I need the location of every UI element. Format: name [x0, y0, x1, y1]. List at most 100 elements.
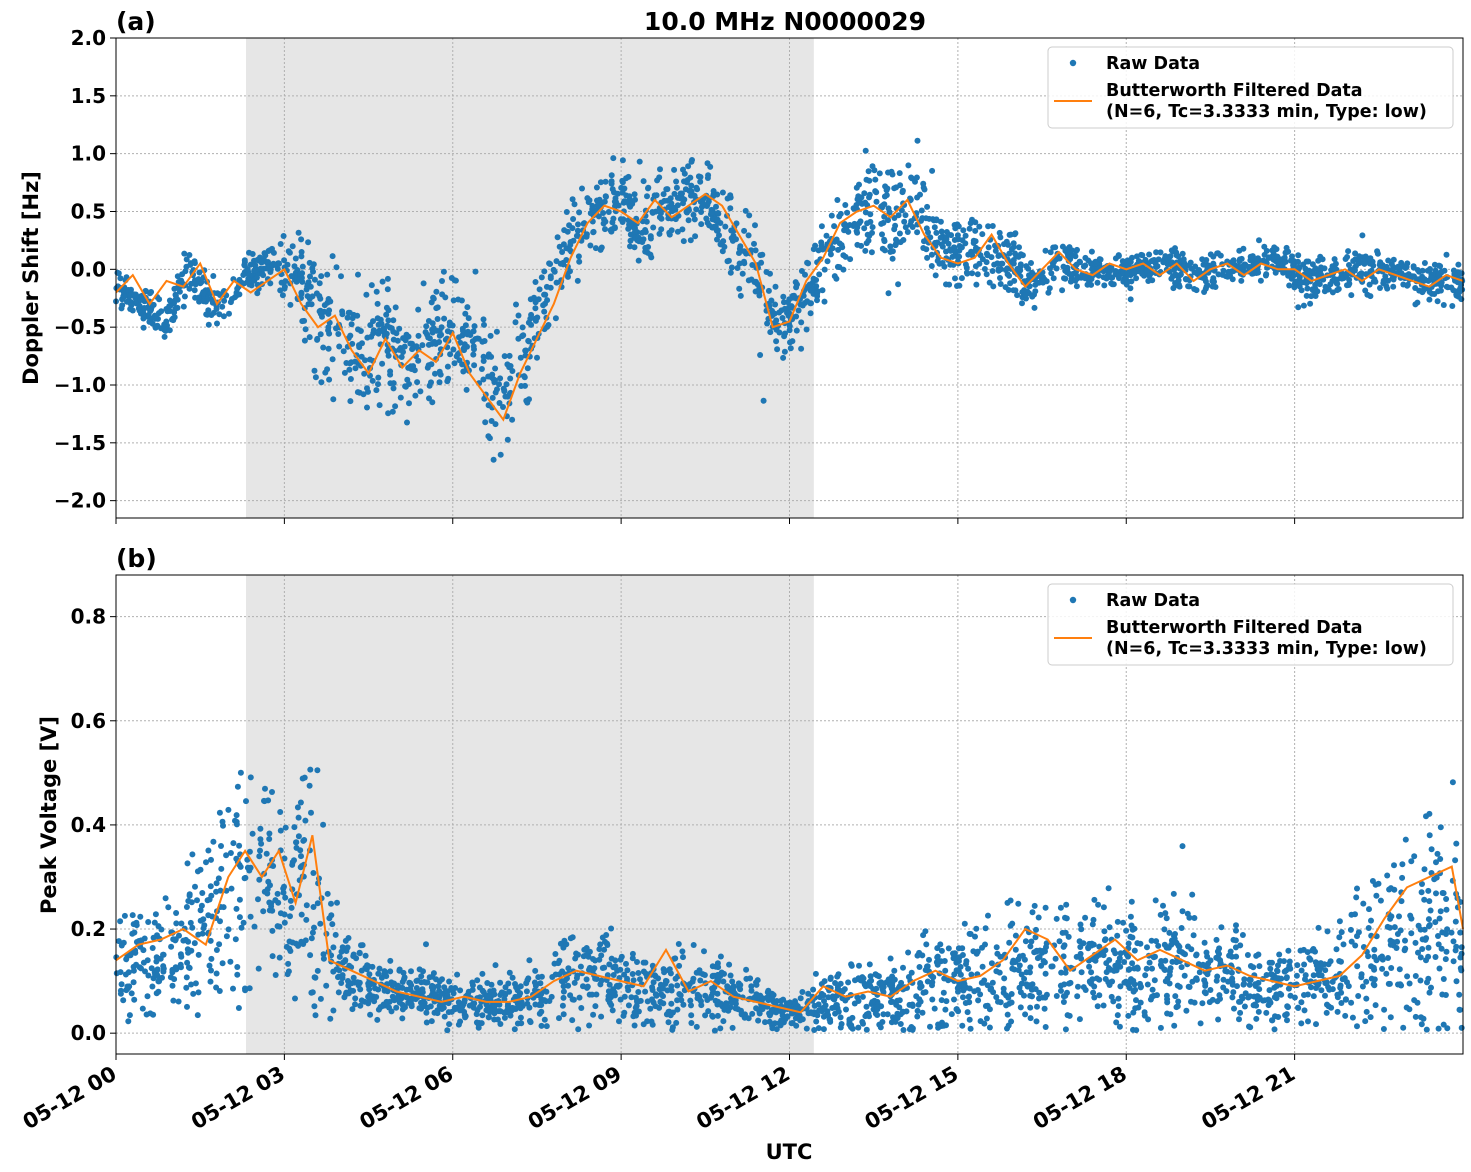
raw-data-point: [782, 330, 788, 337]
raw-data-point: [390, 380, 397, 387]
raw-data-point: [924, 978, 931, 985]
raw-data-point: [115, 938, 122, 945]
raw-data-point: [929, 996, 936, 1003]
raw-data-point: [387, 368, 394, 375]
raw-data-point: [592, 1003, 599, 1010]
raw-data-point: [1061, 942, 1068, 949]
raw-data-point: [1021, 992, 1027, 999]
raw-data-point: [733, 220, 740, 227]
raw-data-point: [867, 211, 874, 218]
raw-data-point: [783, 1000, 790, 1007]
raw-data-point: [462, 310, 469, 317]
raw-data-point: [952, 275, 958, 282]
raw-data-point: [574, 277, 581, 284]
raw-data-point: [602, 226, 608, 233]
raw-data-point: [880, 1011, 887, 1018]
raw-data-point: [1426, 989, 1433, 996]
raw-data-point: [1402, 945, 1409, 952]
raw-data-point: [1042, 970, 1049, 977]
raw-data-point: [1058, 969, 1065, 976]
raw-data-point: [1338, 1000, 1345, 1006]
raw-data-point: [1086, 963, 1093, 970]
raw-data-point: [1365, 925, 1372, 931]
raw-data-point: [188, 947, 195, 954]
raw-data-point: [674, 982, 681, 989]
raw-data-point: [754, 281, 761, 287]
raw-data-point: [334, 899, 340, 906]
raw-data-point: [415, 357, 422, 364]
x-tick-label: 05-12 03: [187, 1062, 289, 1135]
raw-data-point: [1295, 1005, 1302, 1011]
raw-data-point: [518, 1020, 525, 1027]
raw-data-point: [274, 890, 281, 897]
raw-data-point: [803, 326, 810, 333]
raw-data-point: [668, 200, 675, 207]
raw-data-point: [806, 281, 813, 288]
raw-data-point: [1091, 896, 1098, 903]
raw-data-point: [349, 1006, 356, 1013]
raw-data-point: [489, 394, 496, 401]
raw-data-point: [878, 220, 885, 227]
raw-data-point: [920, 245, 927, 251]
raw-data-point: [185, 898, 192, 904]
raw-data-point: [174, 273, 181, 280]
raw-data-point: [874, 972, 880, 979]
raw-data-point: [1004, 271, 1011, 278]
raw-data-point: [126, 1012, 133, 1019]
raw-data-point: [1286, 282, 1293, 289]
raw-data-point: [688, 182, 695, 189]
raw-data-point: [344, 314, 351, 321]
raw-data-point: [547, 275, 554, 282]
raw-data-point: [146, 318, 153, 325]
raw-data-point: [174, 284, 181, 291]
raw-data-point: [281, 257, 288, 264]
raw-data-point: [694, 991, 701, 998]
raw-data-point: [837, 1014, 844, 1021]
raw-data-point: [698, 221, 705, 228]
raw-data-point: [376, 402, 383, 409]
raw-data-point: [1061, 981, 1068, 988]
raw-data-point: [1451, 271, 1458, 277]
raw-data-point: [288, 273, 295, 280]
raw-data-point: [1348, 999, 1355, 1006]
raw-data-point: [525, 338, 532, 345]
raw-data-point: [922, 989, 929, 996]
raw-data-point: [1399, 861, 1406, 868]
raw-data-point: [311, 276, 318, 283]
raw-data-point: [1016, 244, 1022, 251]
raw-data-point: [450, 346, 457, 353]
raw-data-point: [727, 194, 734, 201]
raw-data-point: [1008, 246, 1015, 253]
raw-data-point: [693, 1023, 700, 1030]
raw-data-point: [234, 783, 241, 790]
raw-data-point: [156, 296, 163, 303]
raw-data-point: [917, 981, 924, 987]
raw-data-point: [1333, 280, 1340, 287]
raw-data-point: [1453, 943, 1460, 950]
raw-data-point: [161, 333, 168, 340]
raw-data-point: [569, 996, 576, 1003]
raw-data-point: [386, 1004, 392, 1011]
raw-data-point: [1069, 252, 1076, 259]
raw-data-point: [404, 376, 411, 383]
raw-data-point: [827, 974, 834, 981]
raw-data-point: [1114, 932, 1121, 939]
raw-data-point: [342, 937, 349, 944]
raw-data-point: [1404, 282, 1411, 289]
raw-data-point: [840, 252, 847, 259]
raw-data-point: [243, 798, 249, 805]
raw-data-point: [778, 997, 785, 1004]
raw-data-point: [430, 970, 437, 977]
raw-data-point: [1133, 1027, 1140, 1034]
raw-data-point: [989, 979, 996, 986]
raw-data-point: [882, 183, 889, 190]
raw-data-point: [891, 967, 898, 974]
raw-data-point: [145, 972, 152, 979]
raw-data-point: [671, 190, 678, 197]
raw-data-point: [335, 989, 342, 996]
raw-data-point: [240, 272, 247, 278]
raw-data-point: [1283, 244, 1290, 251]
raw-data-point: [444, 992, 451, 999]
raw-data-point: [478, 366, 485, 372]
raw-data-point: [1307, 300, 1314, 307]
